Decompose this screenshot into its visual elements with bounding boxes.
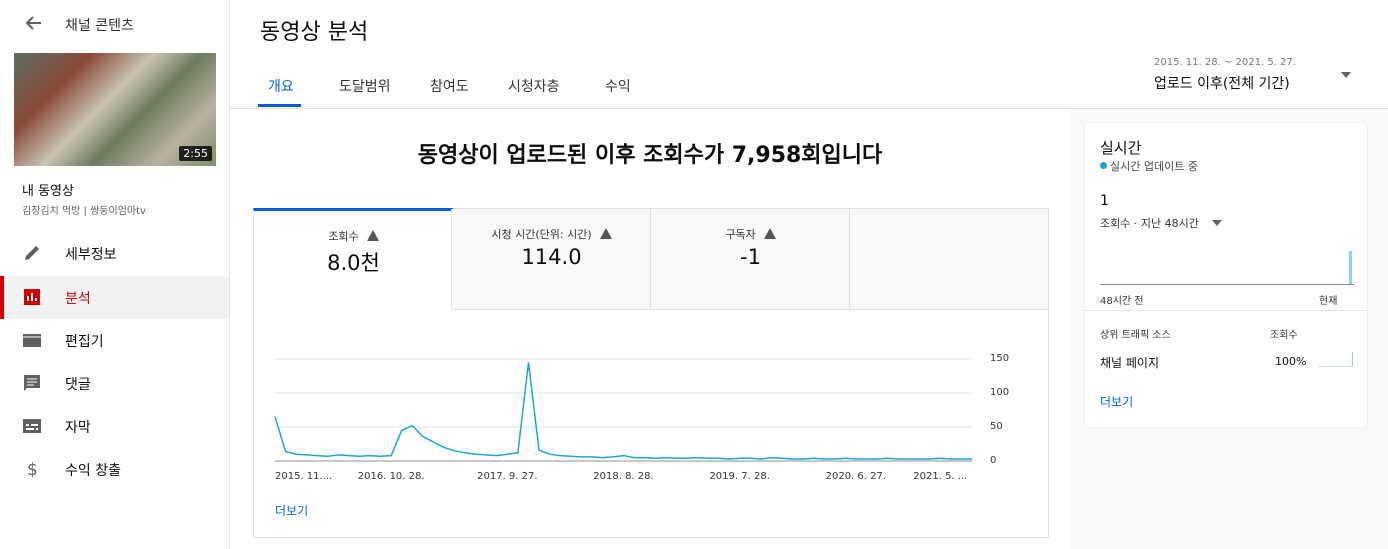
metric-value: 114.0 [521,245,582,269]
table-header: 조회수 [1270,330,1298,341]
realtime-status: 실시간 업데이트 중 [1110,160,1198,173]
metric-label: 구독자 [725,228,756,241]
x-tick-label: 2020. 6. 27. [826,471,886,482]
source-share: 100% [1275,355,1307,368]
menu-label: 수익 창출 [65,463,121,479]
x-tick-label: 2015. 11.... [275,471,332,482]
menu-item[interactable]: 자막 [0,405,229,448]
metric-tab-empty [849,209,1048,310]
duration: 2:55 [179,146,212,161]
tab[interactable]: 시청자층 [508,79,560,95]
series-line [274,362,972,460]
menu-item[interactable]: 댓글 [0,362,229,405]
menu-item[interactable]: $ 수익 창출 [0,448,229,491]
page-title: 동영상 분석 [260,20,369,45]
headline: 동영상이 업로드된 이후 조회수가 7,958회입니다 [417,143,883,168]
axis-end: 현재 [1319,296,1338,307]
y-tick-label: 0 [990,455,996,466]
source-name: 채널 페이지 [1100,356,1160,370]
back-arrow[interactable] [24,15,42,31]
dropdown-arrow[interactable] [1212,220,1222,226]
menu-label: 자막 [65,420,91,436]
table-header: 상위 트래픽 소스 [1100,330,1171,341]
tab-active[interactable]: 개요 [268,79,294,95]
realtime-title: 실시간 [1100,139,1142,157]
realtime-baseline [1100,284,1354,285]
x-tick-label: 2019. 7. 28. [709,471,769,482]
axis-start: 48시간 전 [1100,296,1144,307]
date-range: 2015. 11. 28. ~ 2021. 5. 27. [1154,57,1296,68]
live-dot [1100,162,1107,169]
more-link[interactable]: 더보기 [275,504,309,518]
thumbnail[interactable]: 2:55 [14,53,216,166]
video-title: 내 동영상 [22,184,74,199]
source-spark-bar [1352,352,1353,366]
metric-tab[interactable]: 구독자 -1 [650,209,850,310]
tab[interactable]: 도달범위 [339,79,391,95]
back-label[interactable]: 채널 콘텐츠 [65,18,134,34]
y-tick-label: 50 [990,421,1003,432]
source-spark [1318,366,1353,367]
y-tick-label: 150 [990,353,1009,364]
sidebar: 채널 콘텐츠 2:55 내 동영상 김장김치 먹방 | 쌍둥이엄마tv 세부정보… [0,0,230,549]
menu-item-active[interactable]: 분석 [0,276,229,319]
metric-label: 조회수 [328,230,359,243]
chart-card [253,208,1049,538]
menu-item[interactable]: 세부정보 [0,232,229,275]
realtime-bar [1349,251,1352,284]
realtime-metric[interactable]: 조회수 · 지난 48시간 [1100,217,1199,230]
header-divider [230,108,1388,109]
video-subtitle: 김장김치 먹방 | 쌍둥이엄마tv [22,206,146,217]
period-select[interactable]: 업로드 이후(전체 기간) [1154,76,1290,92]
tab-underline [258,104,301,107]
x-tick-label: 2021. 5. ... [913,471,967,482]
tab[interactable]: 참여도 [430,79,469,95]
menu-label: 편집기 [65,334,104,350]
metric-value: 8.0천 [327,251,380,275]
metric-tab[interactable]: 조회수 8.0천 [253,208,453,309]
more-link[interactable]: 더보기 [1100,395,1134,409]
realtime-count: 1 [1100,193,1109,209]
x-tick-label: 2018. 8. 28. [593,471,653,482]
menu-label: 세부정보 [65,247,117,263]
metric-label: 시청 시간(단위: 시간) [491,228,592,241]
metric-value: -1 [740,245,761,269]
metric-tab[interactable]: 시청 시간(단위: 시간) 114.0 [451,209,651,310]
divider [1085,310,1367,311]
realtime-card: 실시간 실시간 업데이트 중 1 조회수 · 지난 48시간 48시간 전 현재… [1085,123,1367,427]
y-tick-label: 100 [990,387,1009,398]
menu-label: 분석 [65,291,91,307]
x-tick-label: 2016. 10. 28. [358,471,425,482]
dropdown-arrow[interactable] [1341,72,1351,78]
menu-label: 댓글 [65,377,91,393]
svg-text:$: $ [27,460,38,479]
x-tick-label: 2017. 9. 27. [477,471,537,482]
tab[interactable]: 수익 [605,79,631,95]
menu-item[interactable]: 편집기 [0,319,229,362]
